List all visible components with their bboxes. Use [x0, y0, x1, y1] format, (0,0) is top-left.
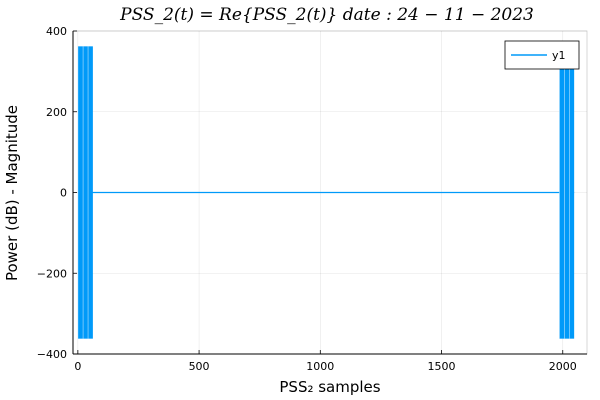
series-layer	[77, 46, 575, 339]
x-tick-label: 1500	[428, 360, 456, 373]
series-burst	[77, 46, 93, 339]
legend-label: y1	[552, 49, 566, 62]
x-tick-label: 500	[189, 360, 210, 373]
legend: y1	[504, 40, 580, 70]
x-tick-label: 1000	[306, 360, 334, 373]
y-tick-label: 0	[60, 187, 67, 200]
series-burst	[559, 46, 575, 339]
y-axis-label: Power (dB) - Magnitude	[3, 105, 21, 281]
y-tick-label: 400	[46, 25, 67, 38]
x-tick-label: 0	[74, 360, 81, 373]
y-tick-label: 200	[46, 106, 67, 119]
x-axis-label: PSS₂ samples	[279, 378, 380, 396]
x-ticks: 0 500 1000 1500 2000	[74, 350, 577, 373]
chart-title: PSS_2(t) = Re{PSS_2(t)} date : 24 − 11 −…	[119, 5, 534, 25]
y-tick-label: −200	[37, 267, 67, 280]
x-tick-label: 2000	[549, 360, 577, 373]
y-tick-label: −400	[37, 348, 67, 361]
y-ticks: −400 −200 0 200 400	[37, 25, 77, 361]
